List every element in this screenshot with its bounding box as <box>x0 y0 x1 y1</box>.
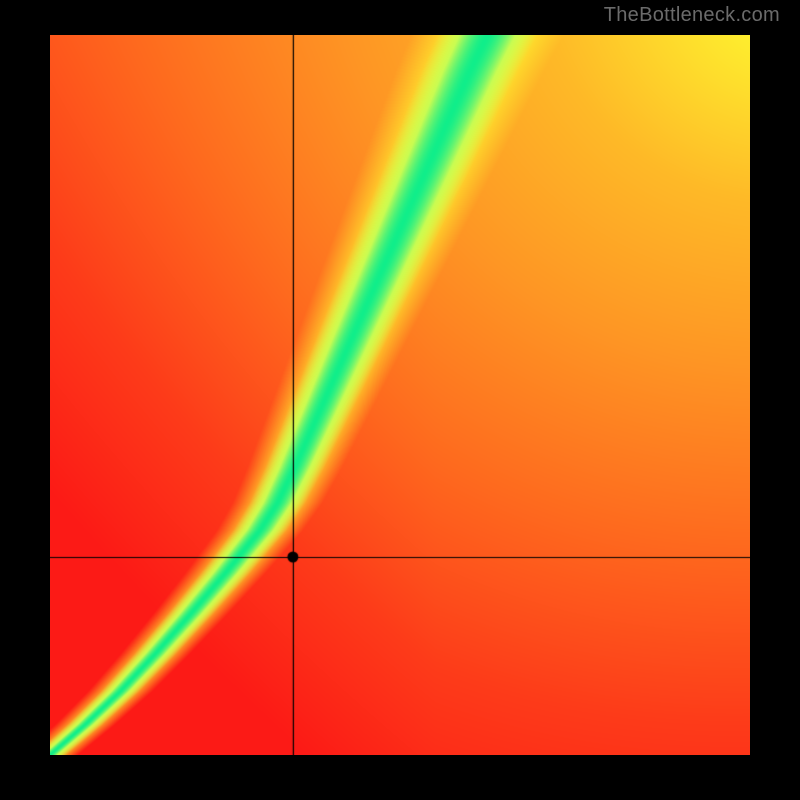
chart-container: TheBottleneck.com <box>0 0 800 800</box>
heatmap-plot <box>50 35 750 755</box>
attribution-text: TheBottleneck.com <box>604 4 780 27</box>
heatmap-canvas <box>50 35 750 755</box>
